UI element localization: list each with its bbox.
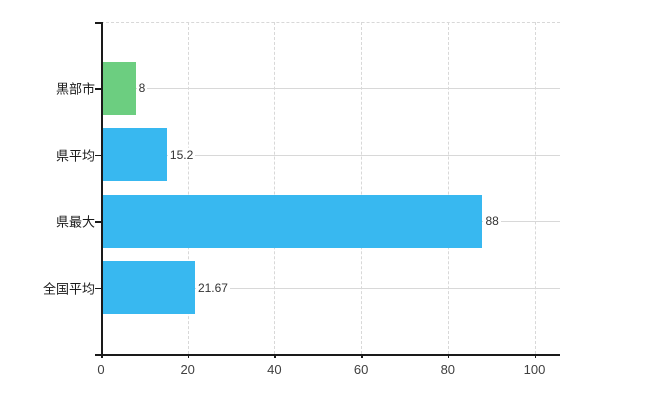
bar-1 <box>101 61 136 115</box>
y-axis-line <box>101 22 103 354</box>
y-axis-top-tick <box>95 22 101 24</box>
bar-4 <box>101 261 195 315</box>
y-gridline <box>101 88 560 90</box>
x-gridline <box>187 22 189 354</box>
x-axis-line <box>95 354 560 356</box>
x-tick-label: 40 <box>267 362 282 377</box>
y-axis-tick <box>95 221 101 223</box>
y-axis-tick <box>95 287 101 290</box>
bar-value-label: 15.2 <box>167 147 196 162</box>
x-gridline <box>361 22 363 354</box>
y-axis-tick <box>95 154 101 157</box>
bar-3 <box>101 194 483 248</box>
x-tick-label: 100 <box>523 362 546 377</box>
x-axis-tick <box>101 354 103 358</box>
x-gridline <box>447 22 449 354</box>
x-axis-tick <box>534 354 536 358</box>
x-axis-tick <box>274 354 276 358</box>
x-axis-tick <box>361 354 363 358</box>
x-tick-label: 20 <box>180 362 195 377</box>
y-gridline <box>101 154 560 156</box>
category-label: 全国平均 <box>42 281 95 297</box>
bar-2 <box>101 128 167 182</box>
bar-value-label: 88 <box>483 213 501 229</box>
y-gridline <box>101 287 560 289</box>
y-axis-tick <box>95 88 101 90</box>
category-label: 黒部市 <box>55 81 95 97</box>
x-tick-label: 0 <box>97 362 105 377</box>
x-axis-tick <box>187 354 190 358</box>
bar-value-label: 21.67 <box>195 280 230 295</box>
x-tick-label: 60 <box>353 362 369 377</box>
bar-value-label: 8 <box>136 81 148 96</box>
category-label: 県最大 <box>55 214 95 230</box>
x-gridline <box>534 22 536 354</box>
x-axis-tick <box>447 354 450 358</box>
x-tick-label: 80 <box>440 362 456 377</box>
plot-top-border <box>101 22 560 23</box>
x-gridline <box>274 22 276 354</box>
category-label: 県平均 <box>55 148 95 164</box>
